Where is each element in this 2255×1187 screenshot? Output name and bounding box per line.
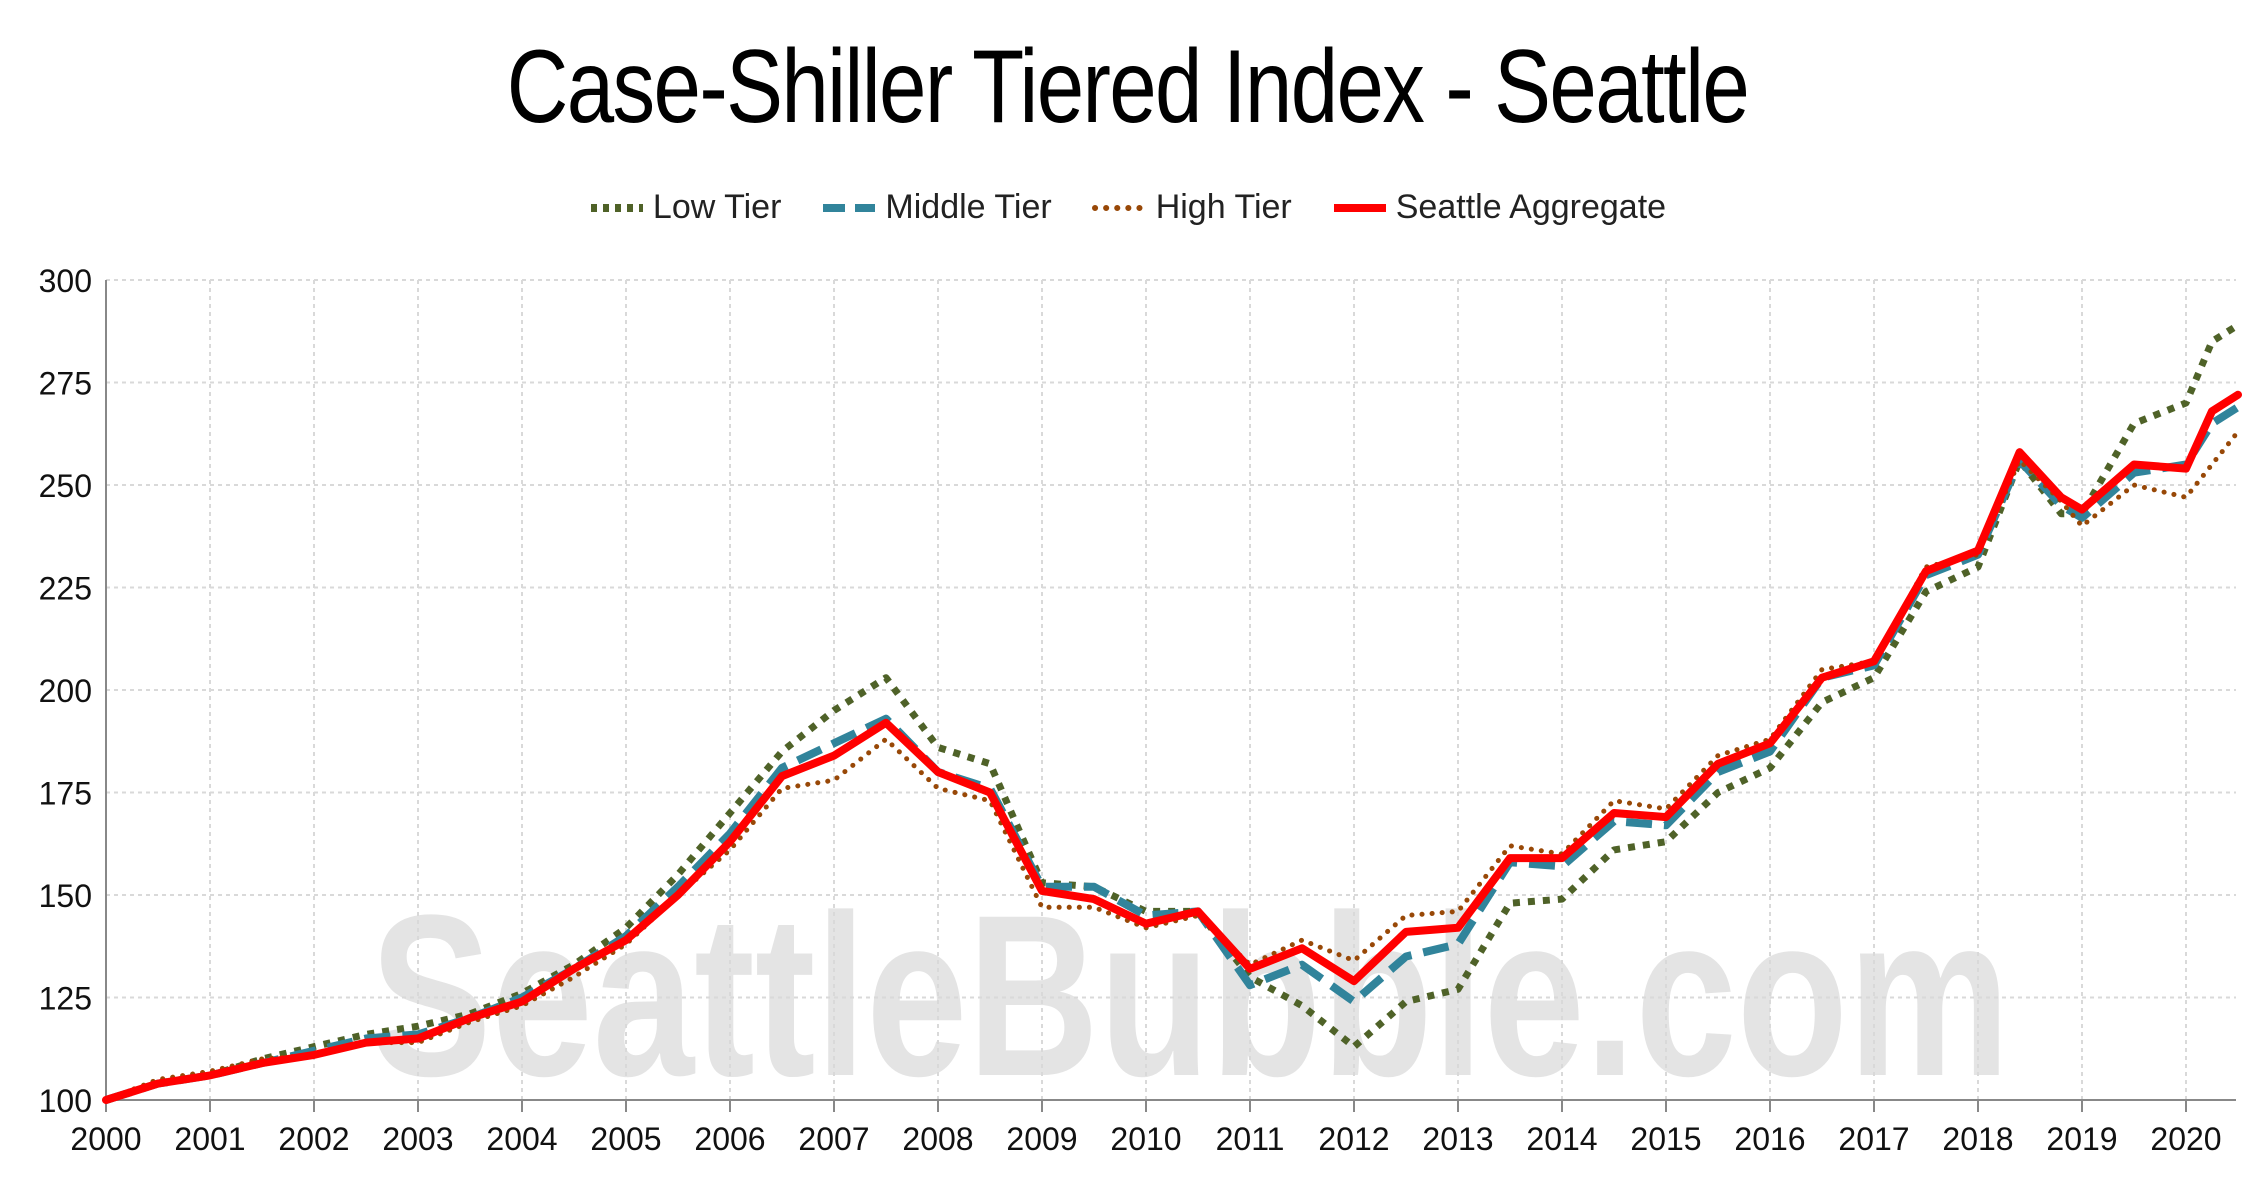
legend-item-low-tier: Low Tier: [589, 188, 782, 227]
x-tick-label: 2000: [70, 1121, 141, 1157]
x-tick-label: 2020: [2150, 1121, 2221, 1157]
y-tick-label: 300: [39, 263, 92, 299]
x-tick-label: 2008: [902, 1121, 973, 1157]
watermark: SeattleBubble.com: [370, 867, 2010, 1124]
y-tick-label: 125: [39, 981, 92, 1017]
x-tick-label: 2015: [1630, 1121, 1701, 1157]
y-tick-label: 275: [39, 366, 92, 402]
legend-label-middle-tier: Middle Tier: [885, 188, 1052, 226]
series-line-seattle-aggregate: [102, 390, 2242, 1104]
x-tick-label: 2017: [1838, 1121, 1909, 1157]
y-tick-label: 175: [39, 776, 92, 812]
x-tick-label: 2018: [1942, 1121, 2013, 1157]
legend-label-high-tier: High Tier: [1155, 188, 1292, 226]
y-tick-label: 250: [39, 468, 92, 504]
x-tick-label: 2019: [2046, 1121, 2117, 1157]
legend-swatch-high-tier: [1091, 204, 1148, 211]
x-tick-label: 2014: [1526, 1121, 1597, 1157]
legend-item-high-tier: High Tier: [1091, 188, 1292, 227]
series-lines: [102, 322, 2242, 1104]
x-tick-label: 2004: [486, 1121, 557, 1157]
x-tick-label: 2016: [1734, 1121, 1805, 1157]
x-tick-label: 2002: [278, 1121, 349, 1157]
x-tick-label: 2001: [174, 1121, 245, 1157]
x-tick-label: 2005: [590, 1121, 661, 1157]
y-tick-label: 200: [39, 673, 92, 709]
x-tick-label: 2011: [1216, 1121, 1285, 1157]
x-tick-label: 2007: [798, 1121, 869, 1157]
legend-label-seattle-aggregate: Seattle Aggregate: [1395, 188, 1667, 226]
legend-item-middle-tier: Middle Tier: [821, 188, 1052, 227]
legend-item-seattle-aggregate: Seattle Aggregate: [1332, 188, 1666, 227]
x-tick-label: 2012: [1318, 1121, 1389, 1157]
y-tick-label: 100: [39, 1083, 92, 1119]
y-tick-label: 225: [39, 571, 92, 607]
legend-swatch-low-tier: [590, 203, 643, 212]
axes: 100 125 150 175 200 225 250 275 300 2000 2001 2002 2…: [39, 263, 2236, 1157]
chart-title: Case-Shiller Tiered Index - Seattle: [506, 29, 1750, 145]
legend-label-low-tier: Low Tier: [652, 188, 782, 226]
legend: Low Tier Middle Tier High Tier Seattle A…: [0, 188, 2255, 227]
y-tick-label: 150: [39, 878, 92, 914]
x-tick-label: 2010: [1110, 1121, 1181, 1157]
x-tick-label: 2013: [1422, 1121, 1493, 1157]
legend-swatch-middle-tier: [823, 203, 876, 212]
x-tick-label: 2009: [1006, 1121, 1077, 1157]
x-tick-label: 2006: [694, 1121, 765, 1157]
legend-swatch-seattle-aggregate: [1333, 203, 1386, 212]
x-tick-label: 2003: [382, 1121, 453, 1157]
